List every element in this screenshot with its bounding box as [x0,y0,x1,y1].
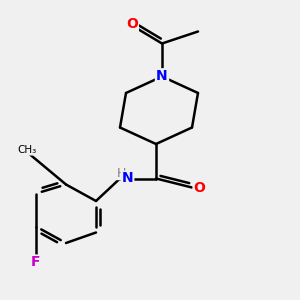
Text: N: N [156,70,168,83]
Text: F: F [31,256,41,269]
Text: O: O [126,17,138,31]
Text: O: O [194,181,206,194]
Text: H: H [117,167,126,180]
Text: CH₃: CH₃ [17,145,37,155]
Text: N: N [122,172,133,185]
